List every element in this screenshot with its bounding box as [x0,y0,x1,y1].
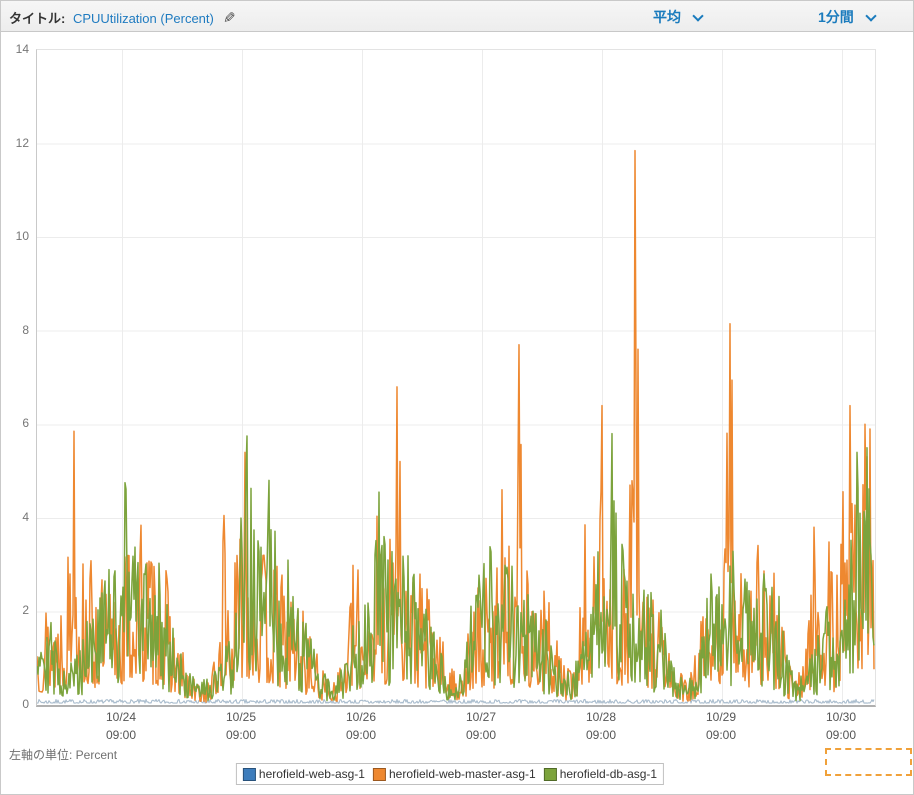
legend-label: herofield-web-asg-1 [258,767,365,781]
period-dropdown[interactable]: 1分間 [818,7,877,27]
edit-title-pencil-icon[interactable]: ✎ [223,10,237,27]
legend-item: herofield-web-asg-1 [242,767,365,781]
y-tick-label: 0 [22,697,29,711]
x-tick-label: 10/24 09:00 [105,710,137,742]
y-tick-label: 6 [22,416,29,431]
chart-area: 0 2 4 6 8 10 12 14 10/24 09:00 10/25 09:00 10/26 09:… [1,32,913,794]
y-tick-label: 12 [15,135,29,150]
chevron-down-icon [865,10,877,22]
y-tick-label: 8 [22,322,29,337]
statistic-dropdown[interactable]: 平均 [653,7,704,27]
legend-item: herofield-db-asg-1 [543,767,658,781]
x-tick-label: 10/27 09:00 [465,710,497,742]
legend-swatch [543,767,557,781]
x-tick-label: 10/26 09:00 [345,710,377,742]
legend-item: herofield-web-master-asg-1 [372,767,536,781]
title-label: タイトル: [9,11,66,26]
statistic-dropdown-value: 平均 [653,9,681,25]
title-group: タイトル: CPUUtilization (Percent) ✎ [9,8,236,27]
legend-swatch [242,767,256,781]
x-tick-label: 10/30 09:00 [825,710,857,742]
y-tick-label: 14 [15,42,29,56]
x-tick-label: 10/28 09:00 [585,710,617,742]
series-line-herofield-db-asg-1 [37,432,875,702]
plot-region[interactable] [36,49,876,707]
legend-label: herofield-web-master-asg-1 [388,767,536,781]
period-dropdown-value: 1分間 [818,9,854,25]
chevron-down-icon [692,10,704,22]
series-line-herofield-web-asg-1 [37,698,875,704]
y-tick-label: 2 [22,603,29,618]
x-tick-label: 10/25 09:00 [225,710,257,742]
y-tick-label: 10 [15,229,29,244]
metric-line-chart[interactable] [37,50,875,705]
drag-selection-box [825,748,912,776]
legend-swatch [372,767,386,781]
y-tick-label: 4 [22,509,29,524]
metric-title-link[interactable]: CPUUtilization (Percent) [72,11,214,26]
left-axis-unit-label: 左軸の単位: Percent [9,748,118,762]
legend: herofield-web-asg-1 herofield-web-master-… [235,763,665,785]
x-tick-label: 10/29 09:00 [705,710,737,742]
widget-header: タイトル: CPUUtilization (Percent) ✎ 平均 1分間 [1,1,913,32]
legend-label: herofield-db-asg-1 [559,767,658,781]
